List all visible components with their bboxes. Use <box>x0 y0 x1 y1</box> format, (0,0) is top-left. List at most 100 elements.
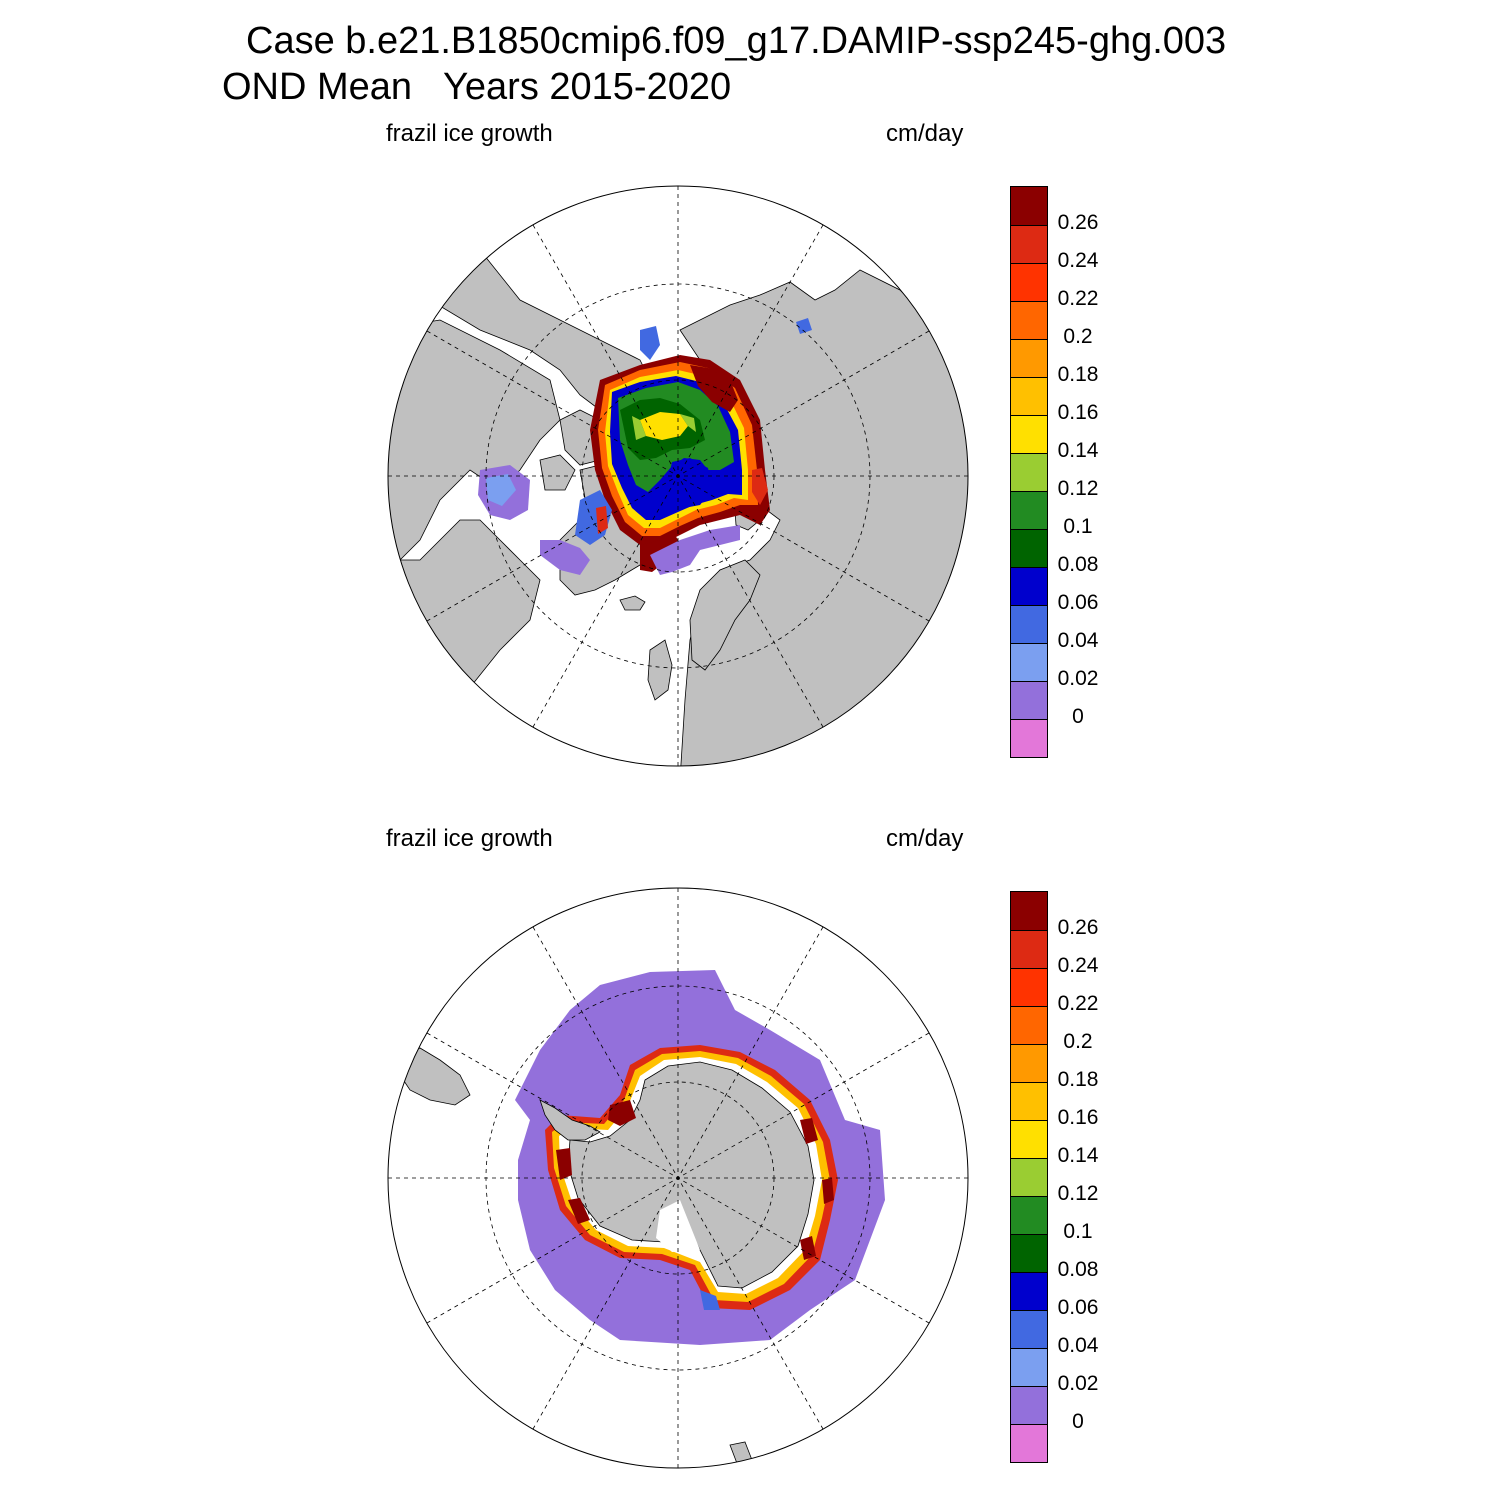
north-panel-units-label: cm/day <box>886 120 964 147</box>
south-colorbar-swatch <box>1011 1006 1047 1044</box>
north-colorbar-swatch <box>1011 529 1047 567</box>
south-colorbar <box>1010 891 1048 1463</box>
south-colorbar-separator <box>1011 930 1047 931</box>
north-colorbar-tick-label: 0.06 <box>1057 591 1099 614</box>
greenland-sea-purple <box>650 525 740 575</box>
north-colorbar-tick-label: 0 <box>1072 705 1084 728</box>
north-colorbar-swatch <box>1011 643 1047 681</box>
north-colorbar-tick-label: 0.26 <box>1057 211 1099 234</box>
north-colorbar-tick-label: 0.18 <box>1057 363 1099 386</box>
north-colorbar-separator <box>1011 605 1047 606</box>
north-colorbar-tick-label: 0.04 <box>1057 629 1099 652</box>
south-colorbar-swatch <box>1011 1044 1047 1082</box>
south-colorbar-swatch <box>1011 892 1047 930</box>
south-colorbar-swatch <box>1011 930 1047 968</box>
south-colorbar-separator <box>1011 1082 1047 1083</box>
iceland-landmass <box>619 595 646 611</box>
ross-sea-blue <box>700 1290 720 1310</box>
south-colorbar-tick-label: 0.26 <box>1057 916 1099 939</box>
south-colorbar-tick-label: 0.24 <box>1057 954 1099 977</box>
south-panel-units-label: cm/day <box>886 825 964 852</box>
north-panel-variable-label: frazil ice growth <box>386 120 553 147</box>
north-colorbar-separator <box>1011 643 1047 644</box>
south-colorbar-separator <box>1011 968 1047 969</box>
laptev-red-fringe <box>752 468 768 505</box>
arctic-field-yellow-center <box>640 412 688 440</box>
north-colorbar-tick-label: 0.14 <box>1057 439 1099 462</box>
north-colorbar-tick-label: 0.12 <box>1057 477 1099 500</box>
south-colorbar-separator <box>1011 1196 1047 1197</box>
south-colorbar-tick-label: 0.08 <box>1057 1258 1099 1281</box>
north-colorbar-swatch <box>1011 225 1047 263</box>
east-antarctica-patch-1 <box>800 1118 818 1144</box>
north-colorbar-tick-label: 0.16 <box>1057 401 1099 424</box>
north-colorbar-tick-label: 0.1 <box>1063 515 1093 538</box>
antarctica-landmass <box>567 1061 815 1289</box>
south-colorbar-tick-label: 0 <box>1072 1410 1084 1433</box>
figure-title-line-2: OND Mean Years 2015-2020 <box>222 66 732 108</box>
north-colorbar-separator <box>1011 339 1047 340</box>
south-colorbar-separator <box>1011 1006 1047 1007</box>
arctic-field-yellowgreen <box>632 414 696 440</box>
north-colorbar-swatch <box>1011 377 1047 415</box>
north-colorbar-swatch <box>1011 301 1047 339</box>
north-colorbar-separator <box>1011 529 1047 530</box>
south-colorbar-swatch <box>1011 1424 1047 1462</box>
south-colorbar-tick-label: 0.14 <box>1057 1144 1099 1167</box>
south-colorbar-swatch <box>1011 968 1047 1006</box>
north-colorbar-swatch <box>1011 453 1047 491</box>
figure-title-line-1: Case b.e21.B1850cmip6.f09_g17.DAMIP-ssp2… <box>246 20 1227 62</box>
baffin-bay-field <box>575 490 612 545</box>
north-colorbar-tick-label: 0.22 <box>1057 287 1099 310</box>
north-colorbar-swatch <box>1011 339 1047 377</box>
south-colorbar-separator <box>1011 1348 1047 1349</box>
north-frazil-field <box>478 318 812 575</box>
south-colorbar-tick-label: 0.04 <box>1057 1334 1099 1357</box>
north-colorbar-swatch <box>1011 719 1047 757</box>
north-colorbar-separator <box>1011 453 1047 454</box>
south-colorbar-swatch <box>1011 1082 1047 1120</box>
south-colorbar-tick-label: 0.22 <box>1057 992 1099 1015</box>
south-colorbar-separator <box>1011 1158 1047 1159</box>
south-panel-variable-label: frazil ice growth <box>386 825 553 852</box>
north-colorbar-swatch <box>1011 187 1047 225</box>
south-colorbar-separator <box>1011 1272 1047 1273</box>
north-colorbar-separator <box>1011 567 1047 568</box>
south-colorbar-swatch <box>1011 1158 1047 1196</box>
north-colorbar-tick-label: 0.08 <box>1057 553 1099 576</box>
north-colorbar-separator <box>1011 225 1047 226</box>
north-colorbar-swatch <box>1011 263 1047 301</box>
north-colorbar-separator <box>1011 681 1047 682</box>
north-colorbar-separator <box>1011 301 1047 302</box>
south-colorbar-separator <box>1011 1044 1047 1045</box>
bering-strait-patch <box>640 326 660 360</box>
north-colorbar-tick-label: 0.24 <box>1057 249 1099 272</box>
east-antarctica-patch-3 <box>800 1236 816 1260</box>
antarctic-peninsula <box>539 1099 601 1141</box>
south-colorbar-separator <box>1011 1120 1047 1121</box>
north-colorbar-separator <box>1011 719 1047 720</box>
south-colorbar-separator <box>1011 1424 1047 1425</box>
okhotsk-patch <box>796 318 812 334</box>
south-colorbar-swatch <box>1011 1196 1047 1234</box>
south-colorbar-swatch <box>1011 1272 1047 1310</box>
south-meridian-diag-4 <box>426 1032 930 1324</box>
south-colorbar-tick-label: 0.16 <box>1057 1106 1099 1129</box>
south-colorbar-swatch <box>1011 1310 1047 1348</box>
north-colorbar-tick-label: 0.02 <box>1057 667 1099 690</box>
north-colorbar-separator <box>1011 415 1047 416</box>
south-map-border <box>387 887 969 1469</box>
hudson-bay-blue <box>486 474 516 506</box>
north-graticule <box>388 186 968 766</box>
north-polar-map <box>387 185 969 767</box>
north-colorbar-tick-label: 0.2 <box>1063 325 1093 348</box>
south-colorbar-separator <box>1011 1386 1047 1387</box>
south-colorbar-swatch <box>1011 1348 1047 1386</box>
south-colorbar-tick-label: 0.2 <box>1063 1030 1093 1053</box>
bellingshausen-patch <box>556 1148 572 1180</box>
bering-red-patch <box>690 365 738 412</box>
south-colorbar-separator <box>1011 1234 1047 1235</box>
north-meridian-diag-4 <box>426 330 930 622</box>
weddell-sea-patch <box>608 1100 636 1126</box>
north-colorbar <box>1010 186 1048 758</box>
